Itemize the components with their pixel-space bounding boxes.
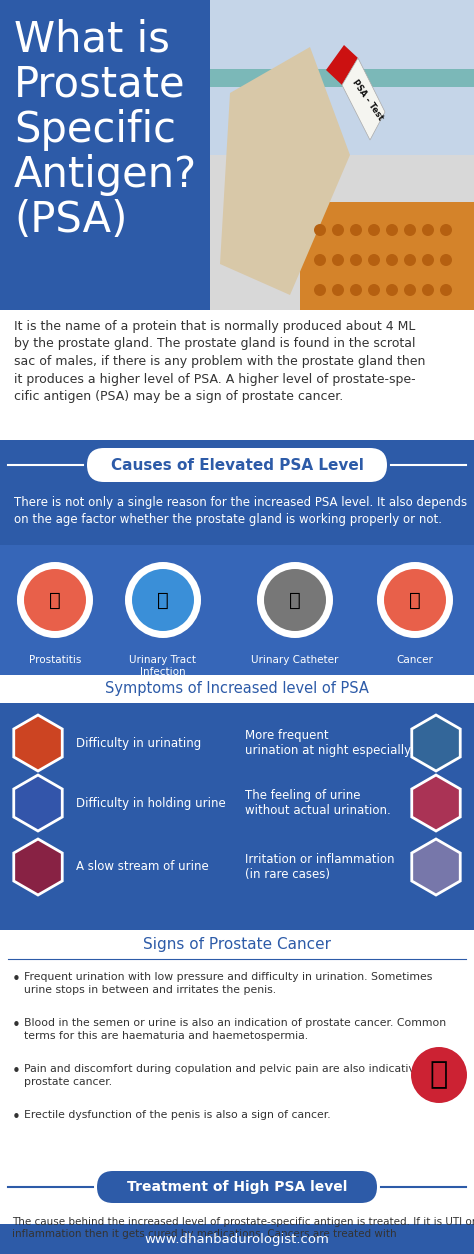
- Circle shape: [422, 283, 434, 296]
- Circle shape: [125, 562, 201, 638]
- Circle shape: [377, 562, 453, 638]
- Circle shape: [386, 255, 398, 266]
- Text: What is
Prostate
Specific
Antigen?
(PSA): What is Prostate Specific Antigen? (PSA): [14, 18, 197, 241]
- Circle shape: [404, 283, 416, 296]
- Circle shape: [411, 1047, 467, 1104]
- Bar: [0, 440, 474, 675]
- Text: •: •: [12, 1018, 21, 1033]
- Text: Erectile dysfunction of the penis is also a sign of cancer.: Erectile dysfunction of the penis is als…: [24, 1110, 331, 1120]
- Circle shape: [386, 224, 398, 236]
- Text: Treatment of High PSA level: Treatment of High PSA level: [127, 1180, 347, 1194]
- Bar: [300, 202, 474, 310]
- Circle shape: [132, 569, 194, 631]
- Text: Urinary Catheter: Urinary Catheter: [251, 655, 339, 665]
- Text: •: •: [12, 1110, 21, 1125]
- Circle shape: [350, 224, 362, 236]
- Text: Signs of Prostate Cancer: Signs of Prostate Cancer: [143, 937, 331, 952]
- Circle shape: [314, 283, 326, 296]
- Bar: [210, 69, 474, 87]
- Text: 🎗: 🎗: [430, 1061, 448, 1090]
- Circle shape: [386, 283, 398, 296]
- Polygon shape: [342, 58, 385, 140]
- Bar: [0, 1224, 474, 1254]
- Text: 🦠: 🦠: [409, 591, 421, 609]
- Text: www.dhanbadurologist.com: www.dhanbadurologist.com: [145, 1233, 329, 1245]
- Circle shape: [368, 224, 380, 236]
- Circle shape: [422, 224, 434, 236]
- Text: There is not only a single reason for the increased PSA level. It also depends
o: There is not only a single reason for th…: [14, 497, 467, 525]
- Text: Difficulty in holding urine: Difficulty in holding urine: [76, 796, 226, 810]
- Polygon shape: [14, 715, 62, 771]
- Text: A slow stream of urine: A slow stream of urine: [76, 860, 209, 874]
- Bar: [0, 1165, 474, 1254]
- Circle shape: [314, 224, 326, 236]
- Circle shape: [17, 562, 93, 638]
- Text: Difficulty in urinating: Difficulty in urinating: [76, 736, 201, 750]
- Circle shape: [440, 224, 452, 236]
- Text: More frequent
urination at night especially.: More frequent urination at night especia…: [245, 729, 413, 757]
- Text: Irritation or inflammation
(in rare cases): Irritation or inflammation (in rare case…: [245, 853, 394, 882]
- FancyBboxPatch shape: [97, 1171, 377, 1203]
- Text: •: •: [12, 1063, 21, 1078]
- Circle shape: [384, 569, 446, 631]
- Bar: [210, 0, 474, 155]
- Circle shape: [440, 283, 452, 296]
- Text: PSA - Test: PSA - Test: [351, 78, 385, 122]
- Polygon shape: [326, 45, 358, 85]
- Bar: [0, 545, 474, 675]
- Circle shape: [422, 255, 434, 266]
- Circle shape: [24, 569, 86, 631]
- Circle shape: [264, 569, 326, 631]
- Circle shape: [332, 224, 344, 236]
- Text: It is the name of a protein that is normally produced about 4 ML
by the prostate: It is the name of a protein that is norm…: [14, 320, 425, 403]
- Text: Pain and discomfort during copulation and pelvic pain are also indicative of
pro: Pain and discomfort during copulation an…: [24, 1063, 436, 1087]
- Bar: [0, 930, 474, 958]
- Circle shape: [332, 255, 344, 266]
- Circle shape: [314, 255, 326, 266]
- Text: Symptoms of Increased level of PSA: Symptoms of Increased level of PSA: [105, 681, 369, 696]
- Circle shape: [257, 562, 333, 638]
- Text: The feeling of urine
without actual urination.: The feeling of urine without actual urin…: [245, 789, 391, 818]
- Bar: [0, 0, 474, 310]
- Text: Prostatitis: Prostatitis: [29, 655, 81, 665]
- Text: 🪈: 🪈: [289, 591, 301, 609]
- Polygon shape: [412, 715, 460, 771]
- Polygon shape: [412, 775, 460, 831]
- Bar: [0, 675, 474, 703]
- Text: Frequent urination with low pressure and difficulty in urination. Sometimes
urin: Frequent urination with low pressure and…: [24, 972, 432, 996]
- Circle shape: [368, 283, 380, 296]
- Polygon shape: [220, 46, 350, 295]
- Circle shape: [404, 224, 416, 236]
- Text: 🫘: 🫘: [157, 591, 169, 609]
- Text: Causes of Elevated PSA Level: Causes of Elevated PSA Level: [110, 458, 364, 473]
- Bar: [0, 930, 474, 1165]
- Text: 🫁: 🫁: [49, 591, 61, 609]
- Circle shape: [404, 255, 416, 266]
- Circle shape: [350, 255, 362, 266]
- Circle shape: [440, 255, 452, 266]
- Text: Cancer: Cancer: [397, 655, 433, 665]
- Text: •: •: [12, 972, 21, 987]
- Circle shape: [368, 255, 380, 266]
- Text: The cause behind the increased level of prostate-specific antigen is treated. If: The cause behind the increased level of …: [12, 1216, 474, 1239]
- Bar: [0, 703, 474, 930]
- Circle shape: [332, 283, 344, 296]
- Polygon shape: [14, 775, 62, 831]
- Bar: [210, 0, 474, 310]
- Text: Urinary Tract
Infection: Urinary Tract Infection: [129, 655, 197, 677]
- Polygon shape: [14, 839, 62, 895]
- Bar: [0, 310, 474, 440]
- FancyBboxPatch shape: [87, 448, 387, 482]
- Polygon shape: [412, 839, 460, 895]
- Circle shape: [350, 283, 362, 296]
- Text: Blood in the semen or urine is also an indication of prostate cancer. Common
ter: Blood in the semen or urine is also an i…: [24, 1018, 446, 1041]
